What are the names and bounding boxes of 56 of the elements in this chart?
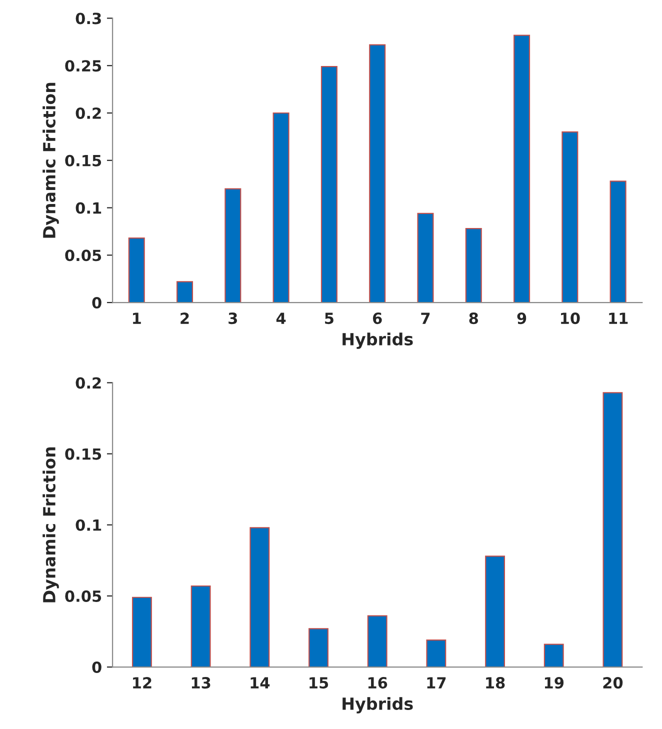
x-tick-label: 9 [517,312,526,324]
x-tick-label: 11 [609,312,628,324]
x-tick-label: 8 [469,312,478,324]
y-tick-label: 0.3 [76,12,101,24]
bar [426,639,446,668]
x-tick-label: 13 [192,677,210,689]
bar [320,66,338,303]
bar [308,628,328,668]
y-tick-label: 0.15 [65,448,102,460]
bar [190,585,211,668]
bar [417,212,434,303]
bar [250,527,270,668]
x-tick-label: 7 [421,312,430,324]
y-tick-label: 0.05 [65,250,102,262]
x-tick-label: 19 [544,677,564,689]
bar [369,44,386,303]
bar [272,112,290,303]
bar [544,644,564,668]
x-axis-title: Hybrids [342,332,413,349]
bar [610,180,626,303]
x-tick-label: 10 [561,312,580,324]
x-tick-label: 4 [276,312,286,324]
bar [176,281,194,303]
x-tick-label: 6 [372,312,382,324]
bar [367,615,388,668]
x-tick-label: 15 [310,677,328,689]
x-tick-label: 14 [250,677,270,688]
y-tick-label: 0.1 [76,202,102,214]
bar [132,596,152,668]
bar [128,238,145,303]
x-tick-label: 2 [180,312,189,324]
bar [602,392,623,668]
x-tick-label: 12 [133,677,152,688]
bar [224,188,242,303]
y-tick-label: 0.15 [65,154,102,166]
x-tick-label: 3 [228,312,238,324]
bar [485,556,505,668]
x-tick-label: 1 [133,312,141,324]
y-tick-label: 0.05 [65,590,102,602]
x-axis-title: Hybrids [342,697,413,714]
y-tick-label: 0.2 [76,107,101,120]
y-axis-title: Dynamic Friction [42,447,59,602]
y-axis-title: Dynamic Friction [42,82,59,238]
bar [562,131,578,303]
bar [465,228,482,303]
x-tick-label: 16 [368,677,388,689]
x-tick-label: 17 [427,677,446,688]
x-tick-label: 20 [603,677,623,689]
y-tick-label: 0 [92,662,102,674]
y-tick-label: 0.2 [76,377,101,389]
x-tick-label: 18 [486,677,505,689]
x-tick-label: 5 [325,312,334,324]
y-tick-label: 0 [92,297,102,309]
bar [514,34,530,303]
y-tick-label: 0.1 [76,519,102,531]
y-tick-label: 0.25 [65,60,102,72]
